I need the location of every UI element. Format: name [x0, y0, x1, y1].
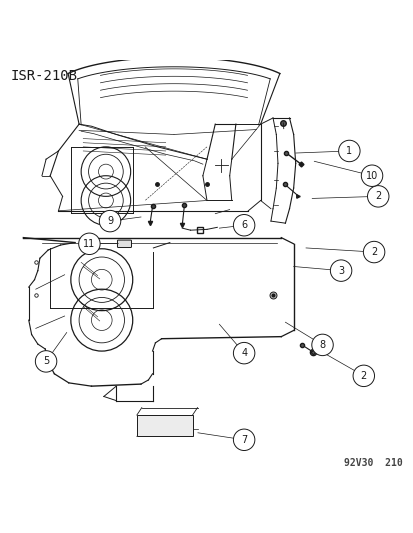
Circle shape — [363, 241, 384, 263]
Text: 10: 10 — [365, 171, 377, 181]
Text: 5: 5 — [43, 357, 49, 366]
Text: 92V30  210: 92V30 210 — [343, 458, 402, 468]
Text: 2: 2 — [360, 371, 366, 381]
Text: 3: 3 — [337, 265, 343, 276]
Circle shape — [367, 185, 388, 207]
FancyBboxPatch shape — [117, 240, 131, 247]
Bar — [137, 415, 192, 437]
Text: 6: 6 — [240, 220, 247, 230]
Text: 4: 4 — [240, 348, 247, 358]
Text: 1: 1 — [345, 146, 351, 156]
Circle shape — [99, 211, 121, 232]
Circle shape — [233, 342, 254, 364]
Circle shape — [361, 165, 382, 187]
Circle shape — [35, 351, 57, 372]
Text: 8: 8 — [319, 340, 325, 350]
Text: 7: 7 — [240, 435, 247, 445]
Text: 2: 2 — [370, 247, 376, 257]
Text: 2: 2 — [374, 191, 380, 201]
Text: 9: 9 — [107, 216, 113, 226]
Circle shape — [330, 260, 351, 281]
Circle shape — [352, 365, 374, 386]
Circle shape — [338, 140, 359, 161]
Circle shape — [233, 429, 254, 450]
Circle shape — [78, 233, 100, 255]
Circle shape — [311, 334, 332, 356]
Text: 11: 11 — [83, 239, 95, 249]
Circle shape — [233, 214, 254, 236]
Text: ISR-210B: ISR-210B — [11, 69, 78, 83]
